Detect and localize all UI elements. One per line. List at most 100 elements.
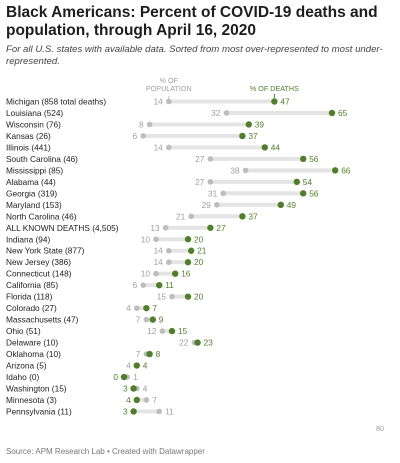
row-label: Michigan (858 total deaths) (6, 97, 106, 107)
range-bar (149, 122, 249, 127)
range-bar (146, 317, 153, 322)
population-dot (153, 236, 159, 243)
range-bar (210, 179, 297, 184)
population-dot (223, 110, 230, 116)
deaths-dot (277, 201, 284, 209)
row-label: ALL KNOWN DEATHS (4,505) (6, 223, 119, 233)
deaths-value-label: 7 (152, 303, 157, 313)
population-dot (140, 133, 146, 139)
row-label: Massachusetts (47) (6, 315, 79, 325)
population-value-label: 31 (208, 188, 218, 198)
row-label: New York State (877) (6, 246, 85, 256)
deaths-value-label: 27 (216, 223, 226, 233)
deaths-value-label: 23 (204, 338, 214, 348)
deaths-value-label: 20 (194, 234, 204, 244)
deaths-value-label: 56 (309, 188, 319, 198)
legend-population-label: POPULATION (146, 84, 192, 93)
row-label: South Carolina (46) (6, 154, 78, 164)
population-dot (166, 247, 172, 254)
deaths-dot (239, 132, 246, 140)
deaths-value-label: 39 (255, 119, 265, 129)
deaths-dot (300, 155, 307, 163)
row-label: Connecticut (148) (6, 269, 72, 279)
population-dot (166, 98, 172, 105)
population-value-label: 6 (133, 280, 138, 290)
chart-footer: Source: APM Research Lab • Created with … (6, 447, 205, 456)
population-dot (166, 259, 172, 266)
deaths-dot (133, 396, 140, 404)
deaths-value-label: 20 (194, 292, 204, 302)
population-value-label: 32 (211, 108, 221, 118)
range-bar (168, 248, 192, 253)
row-label: Florida (118) (6, 292, 53, 302)
deaths-dot (168, 327, 176, 335)
population-dot (162, 224, 169, 231)
population-dot (156, 408, 162, 415)
population-value-label: 22 (179, 338, 189, 348)
deaths-dot (133, 362, 140, 369)
population-dot (207, 179, 214, 185)
range-bar (210, 156, 304, 161)
deaths-value-label: 3 (123, 406, 128, 416)
deaths-dot (172, 270, 179, 277)
row-label: Minnesota (3) (6, 395, 57, 405)
population-dot (242, 167, 249, 174)
row-label: Maryland (153) (6, 200, 62, 210)
row-label: Delaware (10) (6, 338, 58, 348)
range-bar (216, 202, 281, 207)
population-dot (207, 156, 214, 162)
deaths-value-label: 16 (181, 269, 191, 279)
row-label: New Jersey (386) (6, 257, 71, 267)
range-bar (156, 271, 176, 276)
range-bar (136, 397, 147, 402)
deaths-value-label: 3 (123, 384, 128, 394)
deaths-value-label: 49 (287, 200, 297, 210)
row-label: Arizona (5) (6, 361, 47, 371)
row-label: North Carolina (46) (6, 211, 77, 221)
legend-population-label: % OF (160, 76, 179, 85)
legend-deaths-label: % OF DEATHS (250, 84, 299, 93)
population-dot (146, 121, 153, 128)
range-bar (245, 168, 336, 173)
deaths-dot (207, 224, 214, 231)
population-value-label: 11 (165, 406, 174, 416)
row-label: Kansas (26) (6, 131, 51, 141)
range-bar (226, 110, 332, 115)
range-bar (168, 99, 275, 104)
population-value-label: 8 (139, 119, 144, 129)
population-dot (220, 190, 226, 197)
deaths-value-label: 37 (248, 131, 258, 141)
population-dot (188, 213, 194, 220)
population-value-label: 10 (141, 234, 151, 244)
deaths-value-label: 54 (303, 177, 313, 187)
population-value-label: 14 (154, 142, 164, 152)
deaths-value-label: 47 (280, 97, 290, 107)
deaths-value-label: 11 (165, 280, 174, 290)
row-label: Alabama (44) (6, 177, 56, 187)
deaths-value-label: 56 (309, 154, 319, 164)
deaths-dot (328, 109, 336, 117)
row-label: Wisconsin (76) (6, 119, 61, 129)
range-bar (162, 329, 172, 334)
population-dot (134, 305, 140, 311)
population-dot (153, 270, 159, 277)
population-value-label: 15 (157, 292, 167, 302)
deaths-value-label: 20 (194, 257, 204, 267)
population-dot (159, 328, 166, 334)
population-value-label: 14 (154, 257, 164, 267)
row-label: Colorado (27) (6, 303, 57, 313)
range-bar (143, 133, 243, 138)
deaths-dot (194, 339, 201, 346)
population-dot (143, 316, 150, 323)
population-value-label: 14 (154, 246, 164, 256)
population-value-label: 29 (202, 200, 212, 210)
deaths-dot (245, 121, 252, 128)
population-dot (214, 202, 220, 208)
deaths-value-label: 21 (197, 246, 207, 256)
deaths-dot (188, 247, 195, 254)
row-label: Washington (15) (6, 384, 67, 394)
population-value-label: 27 (195, 177, 205, 187)
deaths-dot (184, 259, 192, 266)
range-bar (168, 260, 188, 265)
